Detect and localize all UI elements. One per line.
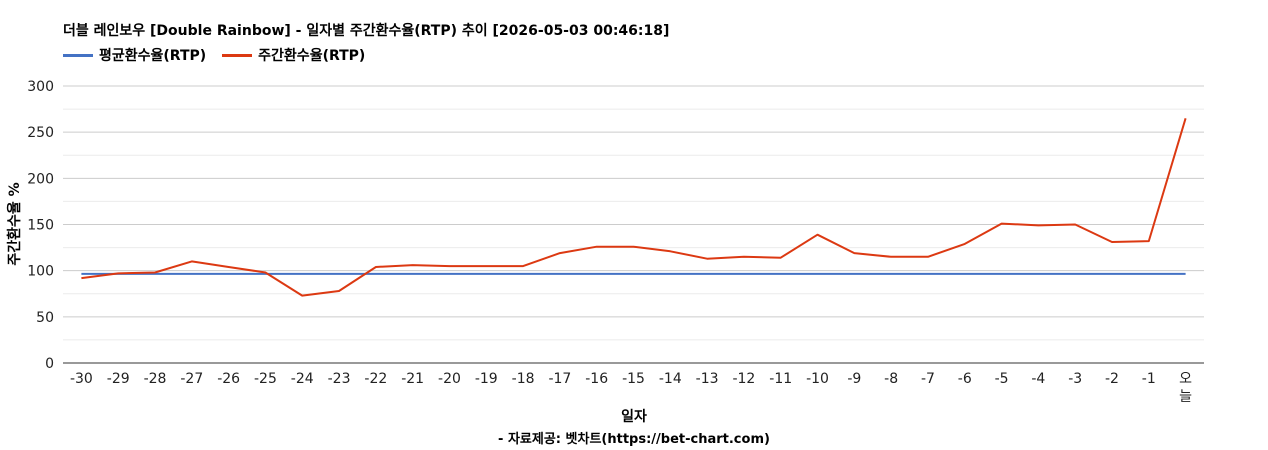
x-tick-label: -24	[291, 371, 314, 387]
x-tick-label: -4	[1031, 371, 1045, 387]
x-tick-label: -26	[217, 371, 240, 387]
x-tick-label: -1	[1142, 371, 1156, 387]
y-tick-label: 250	[27, 125, 54, 141]
y-tick-label: 0	[45, 356, 54, 372]
y-tick-label: 150	[27, 218, 54, 234]
x-tick-label: -23	[328, 371, 351, 387]
x-tick-label: -11	[769, 371, 792, 387]
x-tick-label: -9	[847, 371, 861, 387]
x-tick-label: -15	[622, 371, 645, 387]
x-tick-label: -22	[364, 371, 387, 387]
legend-label-weekly: 주간환수율(RTP)	[258, 48, 366, 64]
legend-label-average: 평균환수율(RTP)	[99, 48, 207, 64]
x-tick-label: -7	[921, 371, 935, 387]
x-tick-label: -17	[548, 371, 571, 387]
legend-item-average[interactable]: 평균환수율(RTP)	[63, 45, 206, 65]
legend-swatch-weekly	[222, 53, 253, 57]
x-tick-label: -5	[995, 371, 1009, 387]
x-tick-label: -20	[438, 371, 461, 387]
x-tick-label: -16	[585, 371, 608, 387]
y-tick-label: 300	[27, 79, 54, 95]
legend-swatch-average	[63, 53, 93, 57]
x-tick-label: -14	[659, 371, 682, 387]
x-tick-label: 늘	[1179, 389, 1192, 405]
y-tick-label: 50	[36, 310, 54, 326]
x-tick-label: -6	[958, 371, 972, 387]
x-tick-label: -2	[1105, 371, 1119, 387]
x-tick-label: -27	[180, 371, 203, 387]
x-tick-label: -13	[696, 371, 719, 387]
legend: 평균환수율(RTP) 주간환수율(RTP)	[63, 45, 381, 65]
series-line-weekly	[81, 118, 1187, 297]
y-axis-label: 주간환수율 %	[7, 182, 23, 266]
y-tick-label: 200	[27, 171, 54, 187]
x-tick-label: -28	[144, 371, 167, 387]
x-tick-label: -3	[1068, 371, 1082, 387]
x-tick-label: -21	[401, 371, 424, 387]
x-tick-label: 오	[1179, 371, 1192, 387]
x-tick-label: -10	[806, 371, 829, 387]
source-footer: - 자료제공: 벳차트(https://bet-chart.com)	[498, 432, 770, 447]
x-tick-label: -18	[512, 371, 535, 387]
x-axis-label: 일자	[621, 409, 647, 425]
x-tick-label: -30	[70, 371, 93, 387]
x-tick-label: -8	[884, 371, 898, 387]
x-tick-label: -19	[475, 371, 498, 387]
legend-item-weekly[interactable]: 주간환수율(RTP)	[222, 45, 365, 65]
y-tick-label: 100	[27, 264, 54, 280]
x-tick-label: -29	[107, 371, 130, 387]
x-tick-label: -12	[732, 371, 755, 387]
x-tick-label: -25	[254, 371, 277, 387]
chart-title: 더블 레인보우 [Double Rainbow] - 일자별 주간환수율(RTP…	[63, 23, 670, 39]
